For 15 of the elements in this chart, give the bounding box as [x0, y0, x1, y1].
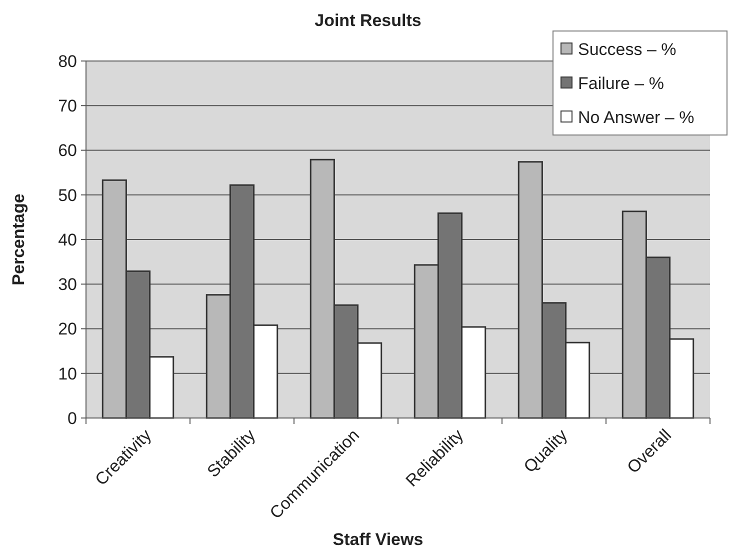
y-tick-label: 30 — [58, 275, 77, 294]
y-tick-label: 60 — [58, 141, 77, 160]
x-axis-title: Staff Views — [332, 530, 424, 549]
y-tick-label: 80 — [58, 52, 77, 71]
y-tick-label: 40 — [58, 230, 77, 250]
legend-label: No Answer – % — [578, 108, 694, 127]
y-tick-label: 20 — [58, 320, 77, 339]
legend-label: Failure – % — [578, 74, 664, 93]
y-tick-label: 50 — [58, 186, 77, 205]
y-tick-label: 70 — [58, 96, 77, 116]
y-axis-title: Percentage — [9, 194, 28, 286]
chart-title: Joint Results — [314, 11, 422, 30]
legend-label: Success – % — [578, 40, 676, 59]
y-tick-label: 0 — [68, 408, 77, 428]
y-tick-label: 10 — [58, 364, 77, 384]
